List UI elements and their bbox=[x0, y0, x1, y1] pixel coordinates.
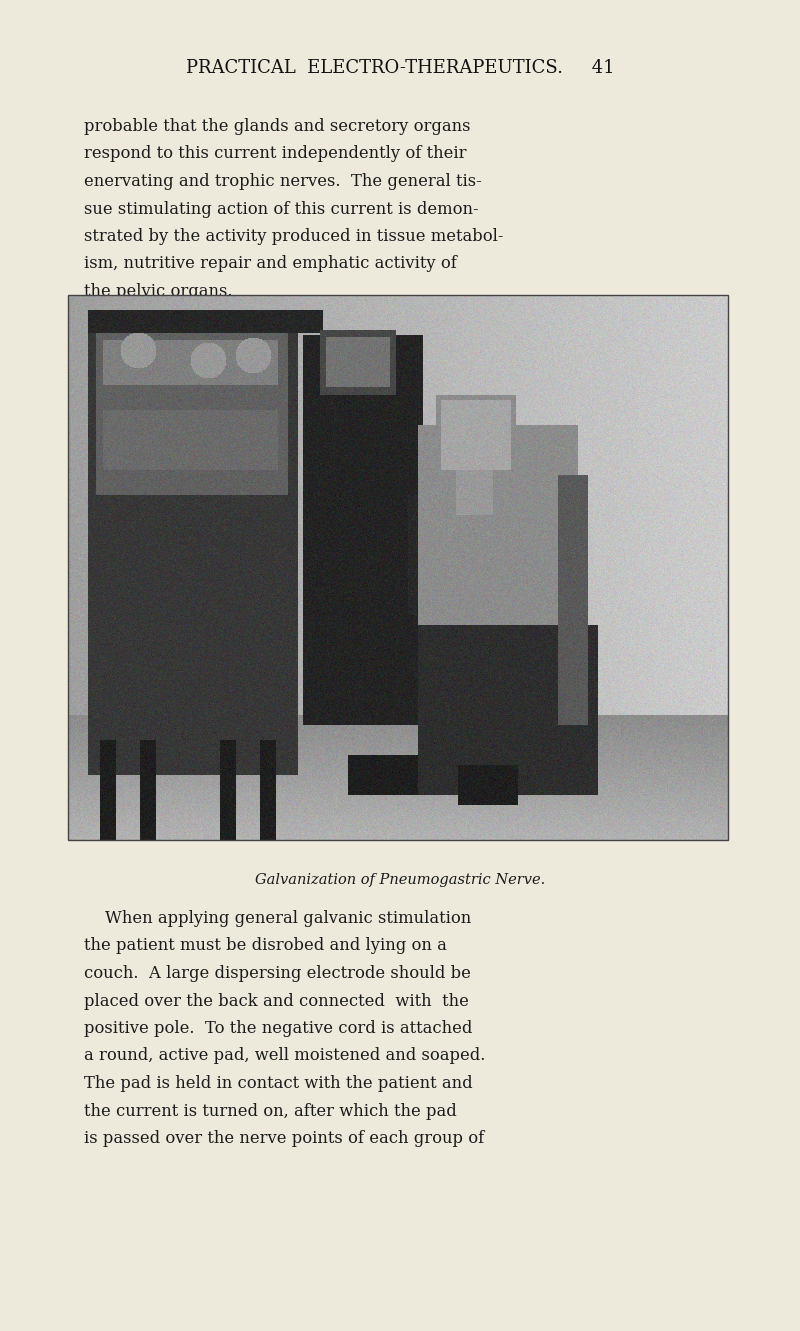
Text: respond to this current independently of their: respond to this current independently of… bbox=[84, 145, 466, 162]
Text: the pelvic organs.: the pelvic organs. bbox=[84, 284, 233, 299]
Bar bbox=[68, 295, 728, 840]
Text: PRACTICAL  ELECTRO-THERAPEUTICS.     41: PRACTICAL ELECTRO-THERAPEUTICS. 41 bbox=[186, 59, 614, 77]
Text: Galvanization of Pneumogastric Nerve.: Galvanization of Pneumogastric Nerve. bbox=[255, 873, 545, 886]
Text: The pad is held in contact with the patient and: The pad is held in contact with the pati… bbox=[84, 1075, 473, 1091]
Text: couch.  A large dispersing electrode should be: couch. A large dispersing electrode shou… bbox=[84, 965, 471, 982]
Text: ism, nutritive repair and emphatic activity of: ism, nutritive repair and emphatic activ… bbox=[84, 256, 457, 273]
Text: strated by the activity produced in tissue metabol-: strated by the activity produced in tiss… bbox=[84, 228, 503, 245]
Text: positive pole.  To the negative cord is attached: positive pole. To the negative cord is a… bbox=[84, 1020, 472, 1037]
Text: When applying general galvanic stimulation: When applying general galvanic stimulati… bbox=[84, 910, 471, 926]
Text: placed over the back and connected  with  the: placed over the back and connected with … bbox=[84, 993, 469, 1009]
Text: the current is turned on, after which the pad: the current is turned on, after which th… bbox=[84, 1102, 457, 1119]
Text: sue stimulating action of this current is demon-: sue stimulating action of this current i… bbox=[84, 201, 478, 217]
Text: is passed over the nerve points of each group of: is passed over the nerve points of each … bbox=[84, 1130, 484, 1147]
Text: the patient must be disrobed and lying on a: the patient must be disrobed and lying o… bbox=[84, 937, 447, 954]
Text: enervating and trophic nerves.  The general tis-: enervating and trophic nerves. The gener… bbox=[84, 173, 482, 190]
Text: a round, active pad, well moistened and soaped.: a round, active pad, well moistened and … bbox=[84, 1047, 486, 1065]
Text: probable that the glands and secretory organs: probable that the glands and secretory o… bbox=[84, 118, 470, 134]
